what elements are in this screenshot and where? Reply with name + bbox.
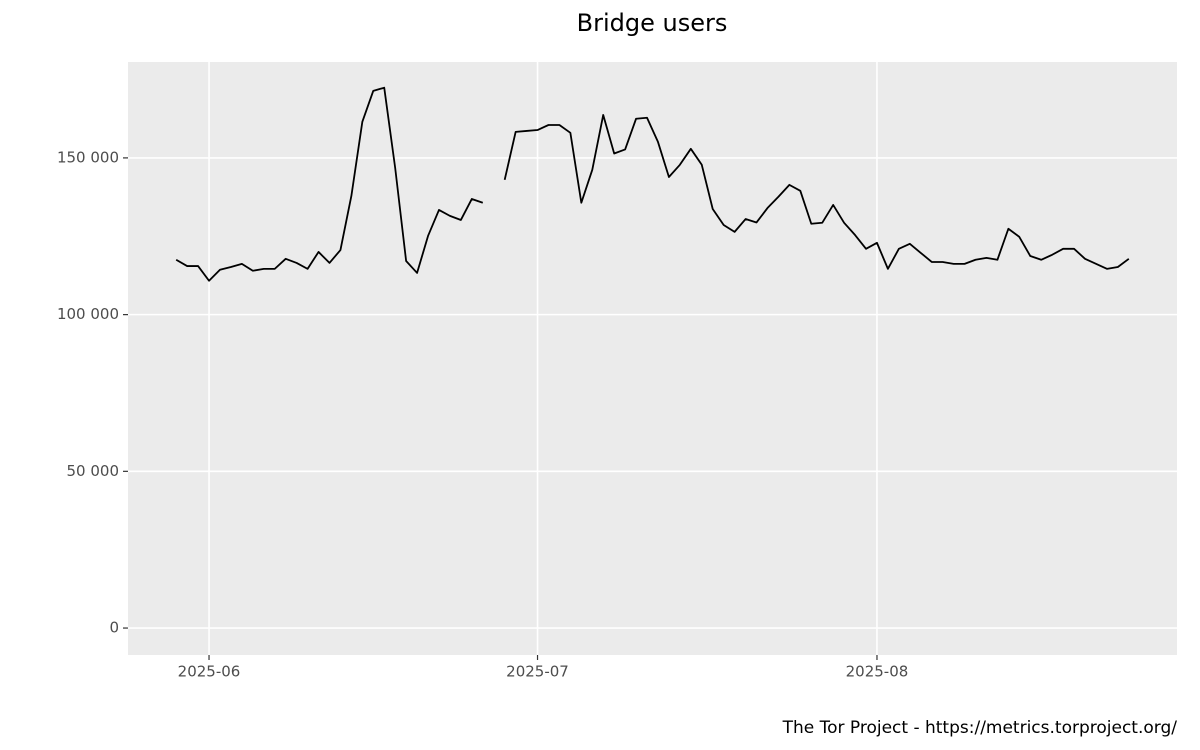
y-tick-label: 0 (109, 619, 119, 637)
x-tick-label: 2025-06 (178, 663, 241, 681)
x-tick-label: 2025-07 (506, 663, 569, 681)
y-tick-label: 50 000 (67, 462, 120, 480)
panel (128, 62, 1177, 655)
y-tick-label: 100 000 (57, 305, 119, 323)
caption: The Tor Project - https://metrics.torpro… (782, 718, 1178, 738)
chart-title: Bridge users (577, 9, 728, 37)
y-tick-label: 150 000 (57, 148, 119, 166)
data-line (175, 86, 1130, 282)
x-tick-label: 2025-08 (846, 663, 909, 681)
